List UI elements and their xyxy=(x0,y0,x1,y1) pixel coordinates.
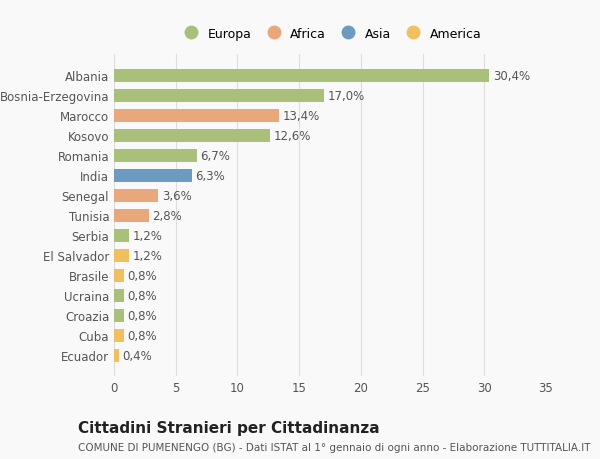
Text: 6,3%: 6,3% xyxy=(196,169,225,182)
Text: 1,2%: 1,2% xyxy=(133,249,163,262)
Text: 0,4%: 0,4% xyxy=(122,349,152,362)
Bar xyxy=(114,249,129,262)
Bar xyxy=(114,169,192,182)
Text: 6,7%: 6,7% xyxy=(200,150,230,162)
Text: 2,8%: 2,8% xyxy=(152,209,182,222)
Text: 1,2%: 1,2% xyxy=(133,229,163,242)
Bar xyxy=(114,269,124,282)
Bar xyxy=(114,349,119,362)
Bar xyxy=(114,70,489,83)
Bar xyxy=(114,209,149,222)
Bar xyxy=(114,189,158,202)
Text: 3,6%: 3,6% xyxy=(162,189,192,202)
Text: 17,0%: 17,0% xyxy=(328,90,365,103)
Bar xyxy=(114,90,324,102)
Legend: Europa, Africa, Asia, America: Europa, Africa, Asia, America xyxy=(173,23,487,46)
Text: 0,8%: 0,8% xyxy=(128,289,157,302)
Bar xyxy=(114,110,280,123)
Bar xyxy=(114,129,269,142)
Bar xyxy=(114,150,197,162)
Text: 0,8%: 0,8% xyxy=(128,269,157,282)
Text: 12,6%: 12,6% xyxy=(273,129,311,142)
Text: 30,4%: 30,4% xyxy=(493,70,530,83)
Text: Cittadini Stranieri per Cittadinanza: Cittadini Stranieri per Cittadinanza xyxy=(78,420,380,435)
Bar xyxy=(114,309,124,322)
Bar xyxy=(114,289,124,302)
Bar xyxy=(114,329,124,342)
Bar xyxy=(114,229,129,242)
Text: COMUNE DI PUMENENGO (BG) - Dati ISTAT al 1° gennaio di ogni anno - Elaborazione : COMUNE DI PUMENENGO (BG) - Dati ISTAT al… xyxy=(78,442,590,452)
Text: 13,4%: 13,4% xyxy=(283,110,320,123)
Text: 0,8%: 0,8% xyxy=(128,329,157,342)
Text: 0,8%: 0,8% xyxy=(128,309,157,322)
